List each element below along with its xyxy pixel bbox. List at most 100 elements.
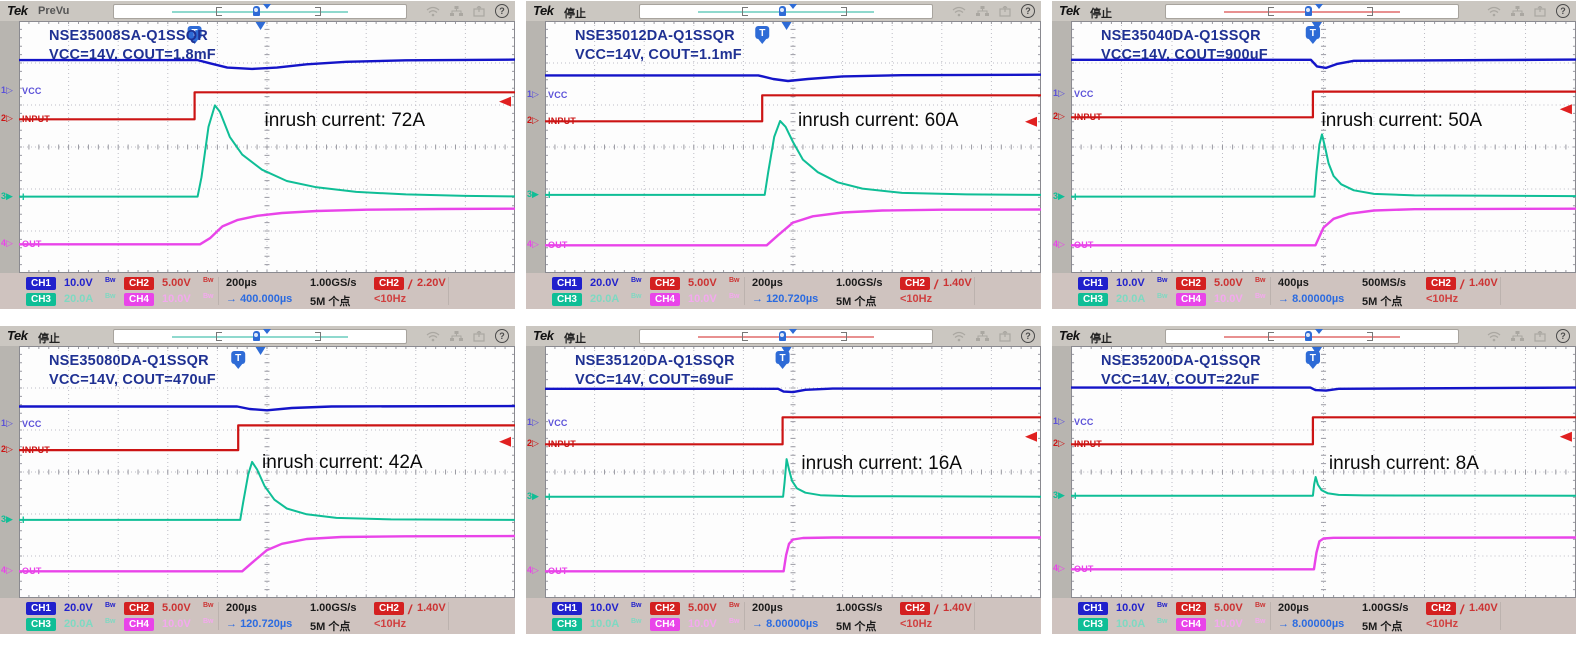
trigger-source-badge[interactable]: CH2 <box>1426 277 1456 290</box>
channel-4-marker[interactable]: 4▷ <box>1053 563 1065 574</box>
ch4-scale-readout: 10.0V <box>162 618 191 630</box>
ch4-badge[interactable]: CH4 <box>1176 618 1206 631</box>
ch4-badge[interactable]: CH4 <box>124 618 154 631</box>
ch2-badge[interactable]: CH2 <box>650 277 680 290</box>
help-icon[interactable]: ? <box>1021 329 1035 343</box>
trigger-position-pin[interactable] <box>252 6 260 16</box>
trigger-position-pin[interactable] <box>778 331 786 341</box>
trigger-source-badge[interactable]: CH2 <box>374 277 404 290</box>
help-icon[interactable]: ? <box>1556 4 1570 18</box>
ch3-badge[interactable]: CH3 <box>552 618 582 631</box>
graticule-area: T NSE35200DA-Q1SSQR VCC=14V, COUT=22uF V… <box>1071 346 1576 598</box>
channel-1-marker[interactable]: 1▷ <box>1 418 13 429</box>
timebase-readout[interactable]: 400µs <box>1278 277 1309 289</box>
trigger-position-pin[interactable] <box>1304 331 1312 341</box>
ch2-bandwidth-icon: Bw <box>729 602 740 609</box>
trigger-position-pin[interactable] <box>778 6 786 16</box>
help-icon[interactable]: ? <box>495 329 509 343</box>
horizontal-position-bar[interactable] <box>113 4 407 19</box>
help-icon[interactable]: ? <box>1021 4 1035 18</box>
vcc-trace-label: VCC <box>1074 89 1094 100</box>
trigger-source-badge[interactable]: CH2 <box>374 602 404 615</box>
device-test-conditions: VCC=14V, COUT=22uF <box>1101 372 1260 388</box>
overview-center-marker <box>262 4 271 9</box>
channel-2-marker[interactable]: 2▷ <box>1 113 13 124</box>
out-trace-label: OUT <box>22 239 42 250</box>
trigger-frequency-readout: <10Hz <box>374 293 407 305</box>
ch1-scale-readout: 10.0V <box>590 602 619 614</box>
zoom-bracket-right <box>1367 7 1374 16</box>
ch1-badge[interactable]: CH1 <box>1078 602 1108 615</box>
channel-1-marker[interactable]: 1▷ <box>527 89 539 100</box>
statusbar-divider <box>1500 602 1501 630</box>
timebase-readout[interactable]: 200µs <box>752 277 783 289</box>
channel-4-marker[interactable]: 4▷ <box>527 565 539 576</box>
channel-3-marker[interactable]: 3▶ <box>1053 190 1065 201</box>
channel-4-marker[interactable]: 4▷ <box>1053 239 1065 250</box>
channel-1-marker[interactable]: 1▷ <box>1053 88 1065 99</box>
ch3-scale-readout: 10.0A <box>590 618 620 630</box>
device-test-conditions: VCC=14V, COUT=69uF <box>575 372 734 388</box>
device-title: NSE35120DA-Q1SSQR VCC=14V, COUT=69uF <box>575 352 735 390</box>
network-icon <box>450 330 463 341</box>
ch1-badge[interactable]: CH1 <box>1078 277 1108 290</box>
channel-4-marker[interactable]: 4▷ <box>1 565 13 576</box>
channel-1-marker[interactable]: 1▷ <box>1 84 13 95</box>
trigger-source-badge[interactable]: CH2 <box>900 602 930 615</box>
out-trace-label: OUT <box>548 566 568 577</box>
ch2-badge[interactable]: CH2 <box>1176 602 1206 615</box>
channel-2-marker[interactable]: 2▷ <box>1053 111 1065 122</box>
horizontal-position-bar[interactable] <box>1165 4 1459 19</box>
ch4-badge[interactable]: CH4 <box>124 293 154 306</box>
ch2-badge[interactable]: CH2 <box>650 602 680 615</box>
ch3-badge[interactable]: CH3 <box>1078 293 1108 306</box>
horizontal-position-bar[interactable] <box>639 4 933 19</box>
trigger-position-pin[interactable] <box>252 331 260 341</box>
ch4-badge[interactable]: CH4 <box>650 618 680 631</box>
ch2-badge[interactable]: CH2 <box>124 602 154 615</box>
horizontal-position-bar[interactable] <box>639 329 933 344</box>
channel-4-marker[interactable]: 4▷ <box>527 239 539 250</box>
ch3-badge[interactable]: CH3 <box>552 293 582 306</box>
help-icon[interactable]: ? <box>1556 329 1570 343</box>
ch4-bandwidth-icon: Bw <box>1255 293 1266 300</box>
channel-3-marker[interactable]: 3▶ <box>527 188 539 199</box>
channel-2-marker[interactable]: 2▷ <box>1 444 13 455</box>
ch4-badge[interactable]: CH4 <box>1176 293 1206 306</box>
ch2-badge[interactable]: CH2 <box>124 277 154 290</box>
ch1-badge[interactable]: CH1 <box>552 602 582 615</box>
ch3-badge[interactable]: CH3 <box>26 293 56 306</box>
ch1-badge[interactable]: CH1 <box>26 277 56 290</box>
horizontal-delay-readout: 8.00000µs <box>766 618 819 630</box>
channel-4-marker[interactable]: 4▷ <box>1 238 13 249</box>
ch4-badge[interactable]: CH4 <box>650 293 680 306</box>
channel-3-marker[interactable]: 3▶ <box>1053 489 1065 500</box>
channel-3-marker[interactable]: 3▶ <box>527 490 539 501</box>
ch2-badge[interactable]: CH2 <box>1176 277 1206 290</box>
timebase-readout[interactable]: 200µs <box>226 277 257 289</box>
timebase-readout[interactable]: 200µs <box>226 602 257 614</box>
horizontal-position-bar[interactable] <box>1165 329 1459 344</box>
channel-3-marker[interactable]: 3▶ <box>1 190 13 201</box>
channel-2-marker[interactable]: 2▷ <box>527 115 539 126</box>
channel-2-marker[interactable]: 2▷ <box>527 438 539 449</box>
ch1-badge[interactable]: CH1 <box>552 277 582 290</box>
trigger-source-badge[interactable]: CH2 <box>900 277 930 290</box>
channel-3-marker[interactable]: 3▶ <box>1 513 13 524</box>
ch2-scale-readout: 5.00V <box>1214 277 1243 289</box>
ch3-badge[interactable]: CH3 <box>26 618 56 631</box>
ch1-badge[interactable]: CH1 <box>26 602 56 615</box>
timebase-readout[interactable]: 200µs <box>752 602 783 614</box>
channel-marker-gutter: 1▷ 2▷ 3▶ 4▷ <box>526 21 545 273</box>
horizontal-position-bar[interactable] <box>113 329 407 344</box>
channel-1-marker[interactable]: 1▷ <box>1053 415 1065 426</box>
trigger-source-badge[interactable]: CH2 <box>1426 602 1456 615</box>
timebase-readout[interactable]: 200µs <box>1278 602 1309 614</box>
trigger-position-pin[interactable] <box>1304 6 1312 16</box>
channel-2-marker[interactable]: 2▷ <box>1053 438 1065 449</box>
help-icon[interactable]: ? <box>495 4 509 18</box>
network-icon <box>976 5 989 16</box>
ch3-badge[interactable]: CH3 <box>1078 618 1108 631</box>
channel-1-marker[interactable]: 1▷ <box>527 416 539 427</box>
graticule-area: T NSE35008SA-Q1SSQR VCC=14V, COUT=1.8mF … <box>19 21 515 273</box>
